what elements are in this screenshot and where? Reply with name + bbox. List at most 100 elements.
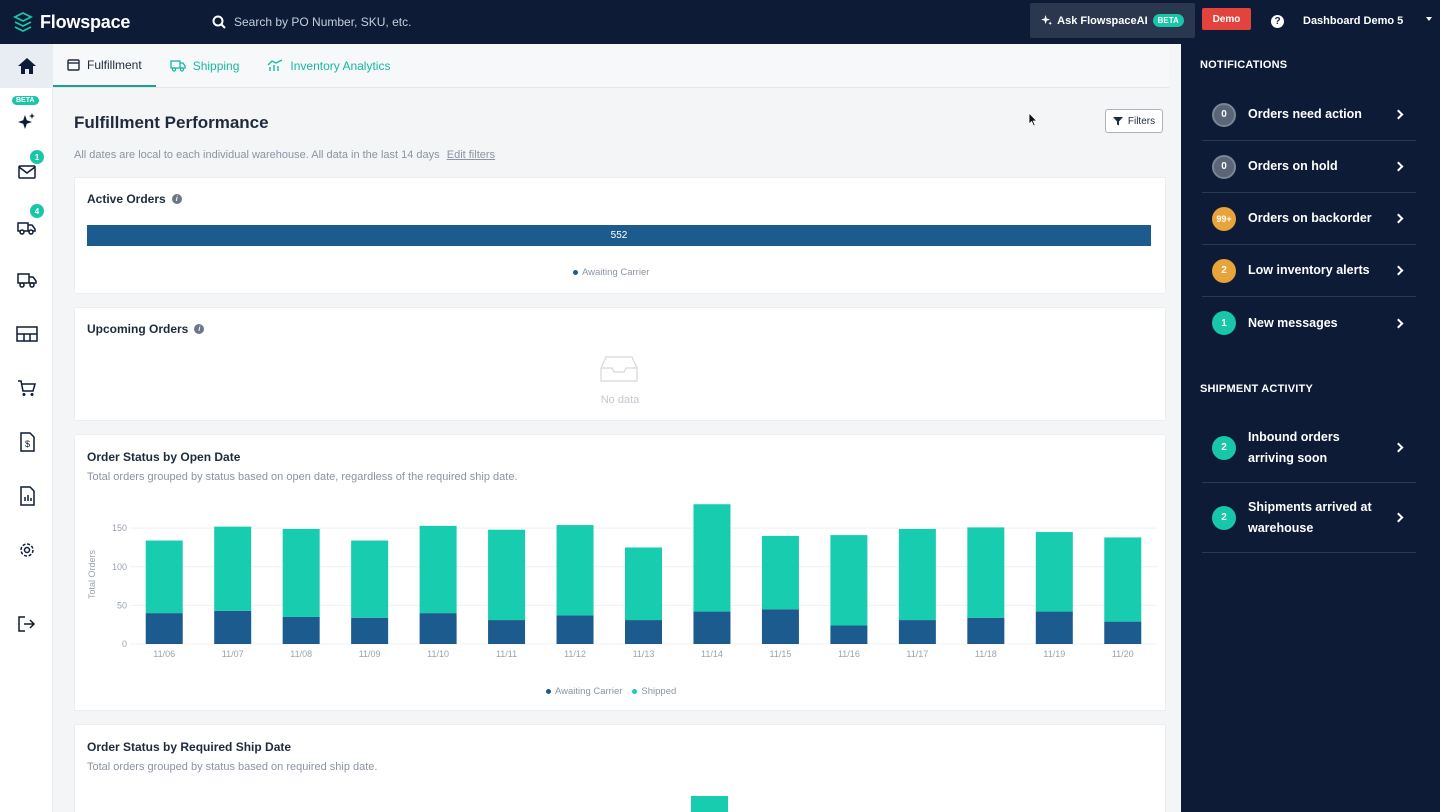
x-tick-label: 11/14 [701,649,723,659]
account-menu[interactable]: Dashboard Demo 5 [1303,15,1404,27]
demo-badge[interactable]: Demo [1202,8,1251,30]
nav-warehouse[interactable] [0,312,53,356]
chart-bar-awaiting-carrier[interactable] [488,620,526,644]
filter-icon [1112,117,1123,126]
left-nav: BETA 1 4 [0,44,53,812]
chevron-right-icon [1393,161,1404,172]
chart-bar-awaiting-carrier[interactable] [351,617,389,644]
help-icon[interactable]: ? [1271,15,1284,28]
notification-label: Orders on backorder [1248,211,1372,225]
chart-bar-awaiting-carrier[interactable] [419,613,457,644]
x-tick-label: 11/07 [222,649,244,659]
edit-filters-link[interactable]: Edit filters [446,149,496,161]
search-input[interactable] [234,15,494,29]
chart-bar-shipped[interactable] [556,525,594,616]
y-axis-label: Total Orders [87,549,97,599]
notification-orders-on-hold[interactable]: 0 Orders on hold [1202,141,1416,193]
legend-item[interactable]: Shipped [632,686,676,697]
chart-bar-shipped[interactable] [967,527,1005,618]
search-bar[interactable] [212,15,494,29]
x-tick-label: 11/17 [906,649,928,659]
chart-bar-shipped[interactable] [282,528,320,617]
warehouse-icon [15,326,38,342]
notification-new-messages[interactable]: 1 New messages [1202,297,1416,349]
nav-home[interactable] [0,44,53,88]
open-date-chart-card: Order Status by Open Date Total orders g… [74,434,1166,711]
chart-bar-awaiting-carrier[interactable] [1104,621,1142,644]
nav-shipping[interactable] [0,258,53,302]
chart-bar-awaiting-carrier[interactable] [282,616,320,644]
chart-bar-shipped[interactable] [1035,532,1073,612]
invoice-icon: $ [19,432,35,452]
forklift-icon [16,222,36,235]
nav-messages[interactable]: 1 [0,150,53,194]
chart-bar-awaiting-carrier[interactable] [830,625,868,644]
tab-fulfillment[interactable]: Fulfillment [53,44,156,87]
search-icon [212,15,226,29]
tab-shipping[interactable]: Shipping [156,44,254,87]
legend-item[interactable]: Awaiting Carrier [573,267,649,278]
info-icon[interactable]: i [194,324,205,334]
chart-bar-shipped[interactable] [351,540,389,618]
x-tick-label: 11/08 [290,649,312,659]
notification-low-inventory[interactable]: 2 Low inventory alerts [1202,245,1416,297]
y-tick-label: 50 [117,600,127,610]
active-orders-bar[interactable]: 552 [87,225,1151,246]
chart-bar-awaiting-carrier[interactable] [693,611,731,644]
analytics-icon [267,59,283,71]
chart-bar-shipped[interactable] [693,504,731,612]
flowspace-logo-icon [12,11,34,33]
upcoming-orders-card: Upcoming Orders i No data [74,307,1166,421]
brand-name: Flowspace [40,11,131,32]
chart-bar-awaiting-carrier[interactable] [625,620,662,644]
chart-bar-shipped[interactable] [419,525,457,614]
legend-dot [546,689,551,694]
chart-bar-shipped[interactable] [625,547,662,621]
tab-inventory-analytics[interactable]: Inventory Analytics [253,44,404,87]
chart-bar-shipped[interactable] [488,529,526,621]
nav-orders[interactable] [0,366,53,410]
nav-settings[interactable] [0,528,53,572]
chart-bar-awaiting-carrier[interactable] [1035,611,1073,644]
ask-ai-button[interactable]: Ask FlowspaceAI BETA [1030,3,1195,38]
logout-icon [17,616,35,632]
chart-bar-awaiting-carrier[interactable] [898,620,936,644]
chart-bar-shipped[interactable] [830,535,868,626]
activity-shipments-arrived[interactable]: 2 Shipments arrived at warehouse [1202,483,1416,553]
chart-bar-awaiting-carrier[interactable] [556,615,594,644]
legend-dot [632,689,638,694]
open-date-bar-chart: 0 50 100 150 Total Orders 11/06 11/07 11/08 11/0… [87,504,1157,659]
notification-orders-on-backorder[interactable]: 99+ Orders on backorder [1202,193,1416,245]
filters-button[interactable]: Filters [1105,109,1163,133]
sparkle-icon [1041,15,1053,26]
notification-orders-need-action[interactable]: 0 Orders need action [1202,89,1416,141]
activity-inbound-orders[interactable]: 2 Inbound orders arriving soon [1202,413,1416,483]
chart-bar-awaiting-carrier[interactable] [967,617,1005,644]
chart-bar-shipped[interactable] [1104,537,1142,622]
chevron-right-icon [1393,265,1404,276]
x-tick-label: 11/13 [633,649,655,659]
chart-bar-awaiting-carrier[interactable] [145,613,183,644]
count-badge: 2 [1212,258,1236,283]
main-content: Fulfillment Shipping Inventory Analytics… [53,44,1181,812]
logo[interactable]: Flowspace [12,11,192,33]
top-bar: Flowspace Ask FlowspaceAI BETA Demo ? Da… [0,0,1440,44]
nav-inbound[interactable]: 4 [0,204,53,248]
chart-bar[interactable] [691,796,728,812]
chart-bar-shipped[interactable] [761,535,799,610]
legend-label: Awaiting Carrier [555,686,623,697]
chart-bar-shipped[interactable] [145,540,183,614]
nav-logout[interactable] [0,602,53,646]
legend-item[interactable]: Awaiting Carrier [546,686,622,697]
info-icon[interactable]: i [171,194,182,204]
chart-bar-awaiting-carrier[interactable] [214,610,252,644]
chevron-down-icon[interactable] [1426,17,1432,21]
chart-bar-awaiting-carrier[interactable] [761,609,799,644]
nav-reports[interactable] [0,474,53,518]
required-chart-subtitle: Total orders grouped by status based on … [87,761,378,773]
chart-bar-shipped[interactable] [214,526,252,611]
nav-billing[interactable]: $ [0,420,53,464]
open-date-chart-legend: Awaiting Carrier Shipped [546,686,676,697]
chart-bar-shipped[interactable] [898,528,936,621]
nav-ai[interactable]: BETA [0,94,53,138]
